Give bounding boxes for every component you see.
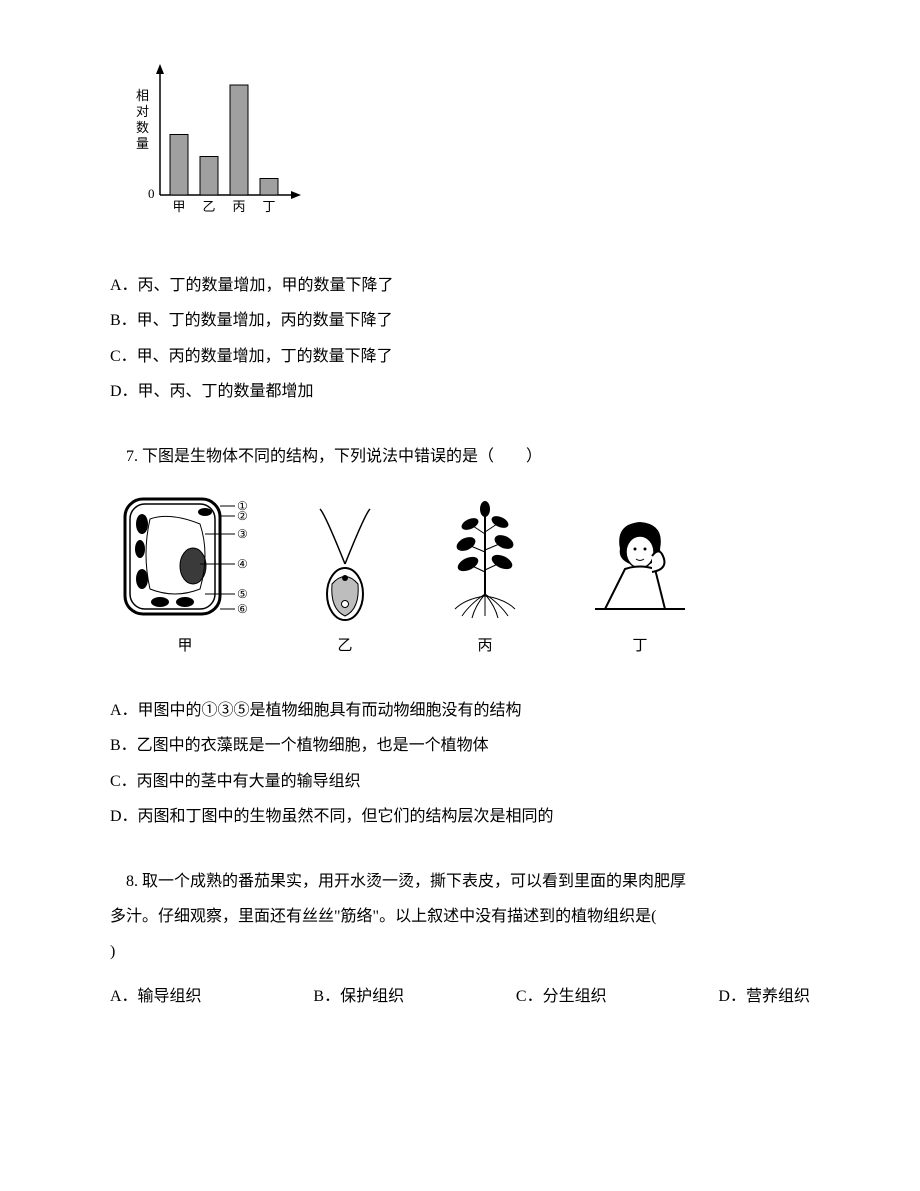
- y-axis-char-2: 对: [136, 104, 149, 119]
- q6-option-a: A．丙、丁的数量增加，甲的数量下降了: [110, 268, 810, 303]
- diagram-bing-label: 丙: [477, 630, 492, 663]
- q8-option-a: A．输导组织: [110, 979, 202, 1014]
- q6-option-d: D．甲、丙、丁的数量都增加: [110, 374, 810, 409]
- q6-option-b: B．甲、丁的数量增加，丙的数量下降了: [110, 303, 810, 338]
- q7-option-c: C．丙图中的茎中有大量的输导组织: [110, 764, 810, 799]
- q8-options: A．输导组织 B．保护组织 C．分生组织 D．营养组织: [110, 979, 810, 1014]
- diagram-yi: 乙: [310, 504, 380, 663]
- diagram-bing: 丙: [440, 494, 530, 663]
- svg-text:丁: 丁: [262, 199, 275, 214]
- svg-text:④: ④: [237, 557, 248, 571]
- q7-options: A．甲图中的①③⑤是植物细胞具有而动物细胞没有的结构 B．乙图中的衣藻既是一个植…: [110, 693, 810, 834]
- q7-diagrams: ① ② ③ ④ ⑤ ⑥ 甲 乙: [120, 494, 810, 663]
- y-axis-char-4: 量: [136, 136, 149, 151]
- y-axis-char-1: 相: [136, 88, 149, 103]
- y-axis-char-3: 数: [136, 120, 149, 135]
- diagram-ding: 丁: [590, 514, 690, 663]
- svg-text:⑥: ⑥: [237, 602, 248, 616]
- diagram-ding-label: 丁: [632, 630, 647, 663]
- svg-text:③: ③: [237, 527, 248, 541]
- q8-option-c: C．分生组织: [516, 979, 607, 1014]
- q6-options: A．丙、丁的数量增加，甲的数量下降了 B．甲、丁的数量增加，丙的数量下降了 C．…: [110, 268, 810, 409]
- relative-quantity-chart: 相 对 数 量 0 甲 乙 丙 丁: [120, 60, 810, 238]
- q8-option-b: B．保护组织: [313, 979, 404, 1014]
- q7-stem: 7. 下图是生物体不同的结构，下列说法中错误的是（ ）: [110, 439, 810, 474]
- q7-option-a: A．甲图中的①③⑤是植物细胞具有而动物细胞没有的结构: [110, 693, 810, 728]
- q7-option-b: B．乙图中的衣藻既是一个植物细胞，也是一个植物体: [110, 728, 810, 763]
- diagram-jia-label: 甲: [177, 630, 192, 663]
- q8-option-d: D．营养组织: [718, 979, 810, 1014]
- svg-text:丙: 丙: [232, 199, 245, 214]
- q7-option-d: D．丙图和丁图中的生物虽然不同，但它们的结构层次是相同的: [110, 799, 810, 834]
- diagram-yi-label: 乙: [337, 630, 352, 663]
- diagram-jia: ① ② ③ ④ ⑤ ⑥ 甲: [120, 494, 250, 663]
- q8-stem-line2: 多汁。仔细观察，里面还有丝丝"筋络"。以上叙述中没有描述到的植物组织是(: [110, 899, 810, 934]
- svg-text:乙: 乙: [202, 199, 215, 214]
- q6-option-c: C．甲、丙的数量增加，丁的数量下降了: [110, 339, 810, 374]
- origin-label: 0: [148, 186, 155, 201]
- q8-stem-line1: 8. 取一个成熟的番茄果实，用开水烫一烫，撕下表皮，可以看到里面的果肉肥厚: [110, 864, 810, 899]
- svg-text:⑤: ⑤: [237, 587, 248, 601]
- svg-text:②: ②: [237, 509, 248, 523]
- q8-stem-line3: ): [110, 934, 810, 969]
- svg-text:甲: 甲: [172, 199, 185, 214]
